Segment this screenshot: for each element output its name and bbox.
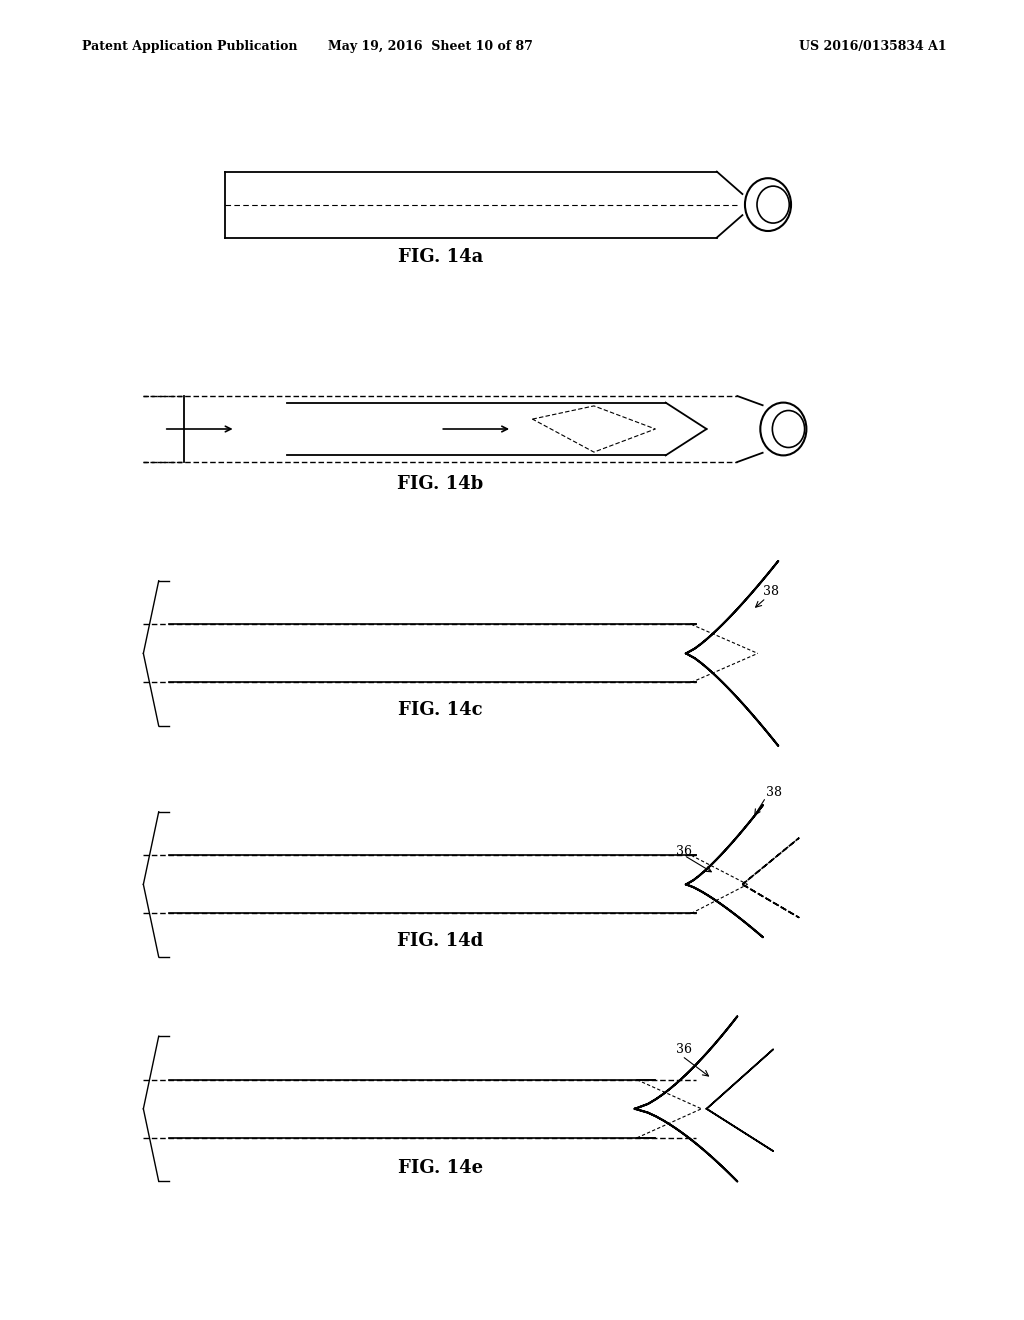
Text: May 19, 2016  Sheet 10 of 87: May 19, 2016 Sheet 10 of 87	[328, 40, 532, 53]
Text: US 2016/0135834 A1: US 2016/0135834 A1	[799, 40, 946, 53]
Text: FIG. 14e: FIG. 14e	[397, 1159, 483, 1177]
Text: 38: 38	[766, 785, 782, 799]
Text: Patent Application Publication: Patent Application Publication	[82, 40, 297, 53]
Text: 36: 36	[676, 1043, 692, 1056]
Text: 36: 36	[676, 845, 692, 858]
Text: FIG. 14d: FIG. 14d	[397, 932, 483, 950]
Text: FIG. 14b: FIG. 14b	[397, 475, 483, 494]
Text: 38: 38	[763, 585, 779, 598]
Text: FIG. 14c: FIG. 14c	[398, 701, 482, 719]
Text: FIG. 14a: FIG. 14a	[397, 248, 483, 267]
